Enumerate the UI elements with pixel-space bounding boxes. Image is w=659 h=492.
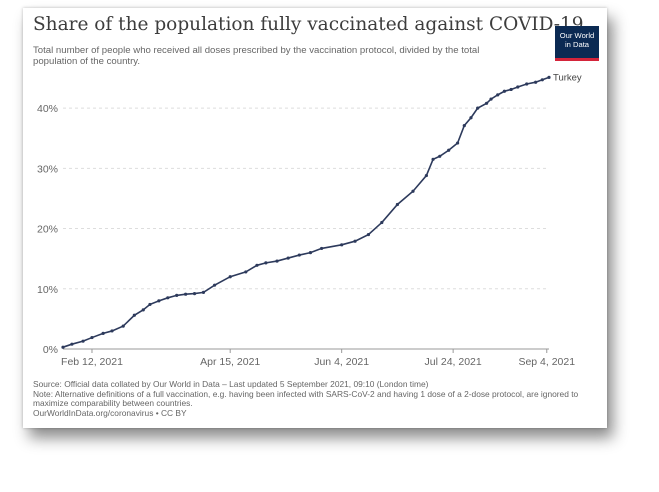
chart-footer: Source: Official data collated by Our Wo… <box>33 379 603 418</box>
logo-line-2: in Data <box>564 39 590 49</box>
line-chart: 0% 10% 20% 30% 40% Feb 12, 2021 Apr 15, 2021 Ju… <box>37 72 582 368</box>
data-point <box>61 345 65 349</box>
data-point <box>534 80 538 84</box>
data-point <box>121 324 125 328</box>
data-point <box>141 308 145 312</box>
data-point <box>320 246 324 251</box>
y-tick-label: 30% <box>37 163 58 175</box>
chart-card: Share of the population fully vaccinated… <box>23 8 607 428</box>
data-point <box>516 85 520 89</box>
data-point <box>411 189 415 193</box>
data-point <box>455 141 460 145</box>
data-point <box>489 97 493 101</box>
data-point <box>484 101 489 105</box>
series-label: Turkey <box>553 72 582 83</box>
x-tick-label: Jun 4, 2021 <box>314 356 369 368</box>
data-point <box>476 106 480 110</box>
data-point <box>502 89 507 93</box>
data-point <box>286 256 290 260</box>
data-point <box>525 82 529 86</box>
data-point <box>395 202 400 207</box>
chart-title: Share of the population fully vaccinated… <box>33 14 584 35</box>
data-point <box>175 293 179 298</box>
credit-link[interactable]: OurWorldInData.org/coronavirus • CC BY <box>33 407 187 418</box>
data-point <box>70 342 74 346</box>
data-point <box>547 75 551 79</box>
data-point <box>297 253 301 257</box>
y-tick-label: 0% <box>43 344 58 356</box>
data-point <box>255 263 259 267</box>
x-tick-label: Apr 15, 2021 <box>200 356 260 368</box>
data-point <box>469 116 473 120</box>
chart-subtitle: Total number of people who received all … <box>33 45 480 67</box>
data-point <box>340 243 344 247</box>
data-point <box>496 93 500 97</box>
data-point <box>101 331 105 335</box>
data-point <box>366 232 371 237</box>
data-point <box>431 157 435 161</box>
y-tick-label: 10% <box>37 284 58 296</box>
data-point <box>110 329 114 333</box>
data-point <box>275 259 279 263</box>
data-point <box>157 299 161 303</box>
data-point <box>244 270 248 274</box>
data-point <box>228 275 232 279</box>
data-point <box>424 173 428 178</box>
data-point <box>166 296 170 300</box>
data-point <box>438 154 442 158</box>
data-point <box>380 220 384 225</box>
data-point <box>447 148 451 152</box>
data-point <box>192 291 197 296</box>
data-point <box>540 78 544 82</box>
x-tick-label: Feb 12, 2021 <box>61 356 123 368</box>
y-tick-label: 20% <box>37 224 58 236</box>
data-point <box>509 87 513 92</box>
x-tick-label: Sep 4, 2021 <box>518 356 575 368</box>
data-point <box>184 292 188 296</box>
data-point <box>212 283 217 287</box>
logo-line-1: Our World <box>559 31 595 40</box>
data-point <box>201 290 206 294</box>
series-line <box>62 76 550 348</box>
data-point <box>90 335 94 340</box>
data-point <box>148 302 152 307</box>
source-text: Source: Official data collated by Our Wo… <box>33 379 429 389</box>
data-point <box>353 239 357 243</box>
data-point <box>81 339 85 343</box>
data-point <box>462 123 466 128</box>
owid-logo[interactable]: Our World in Data <box>555 26 599 61</box>
y-tick-label: 40% <box>37 103 58 115</box>
data-point <box>132 313 136 317</box>
note-text: Note: Alternative definitions of a full … <box>33 388 579 409</box>
data-point <box>264 261 268 265</box>
x-tick-label: Jul 24, 2021 <box>425 356 482 368</box>
data-point <box>308 251 313 255</box>
